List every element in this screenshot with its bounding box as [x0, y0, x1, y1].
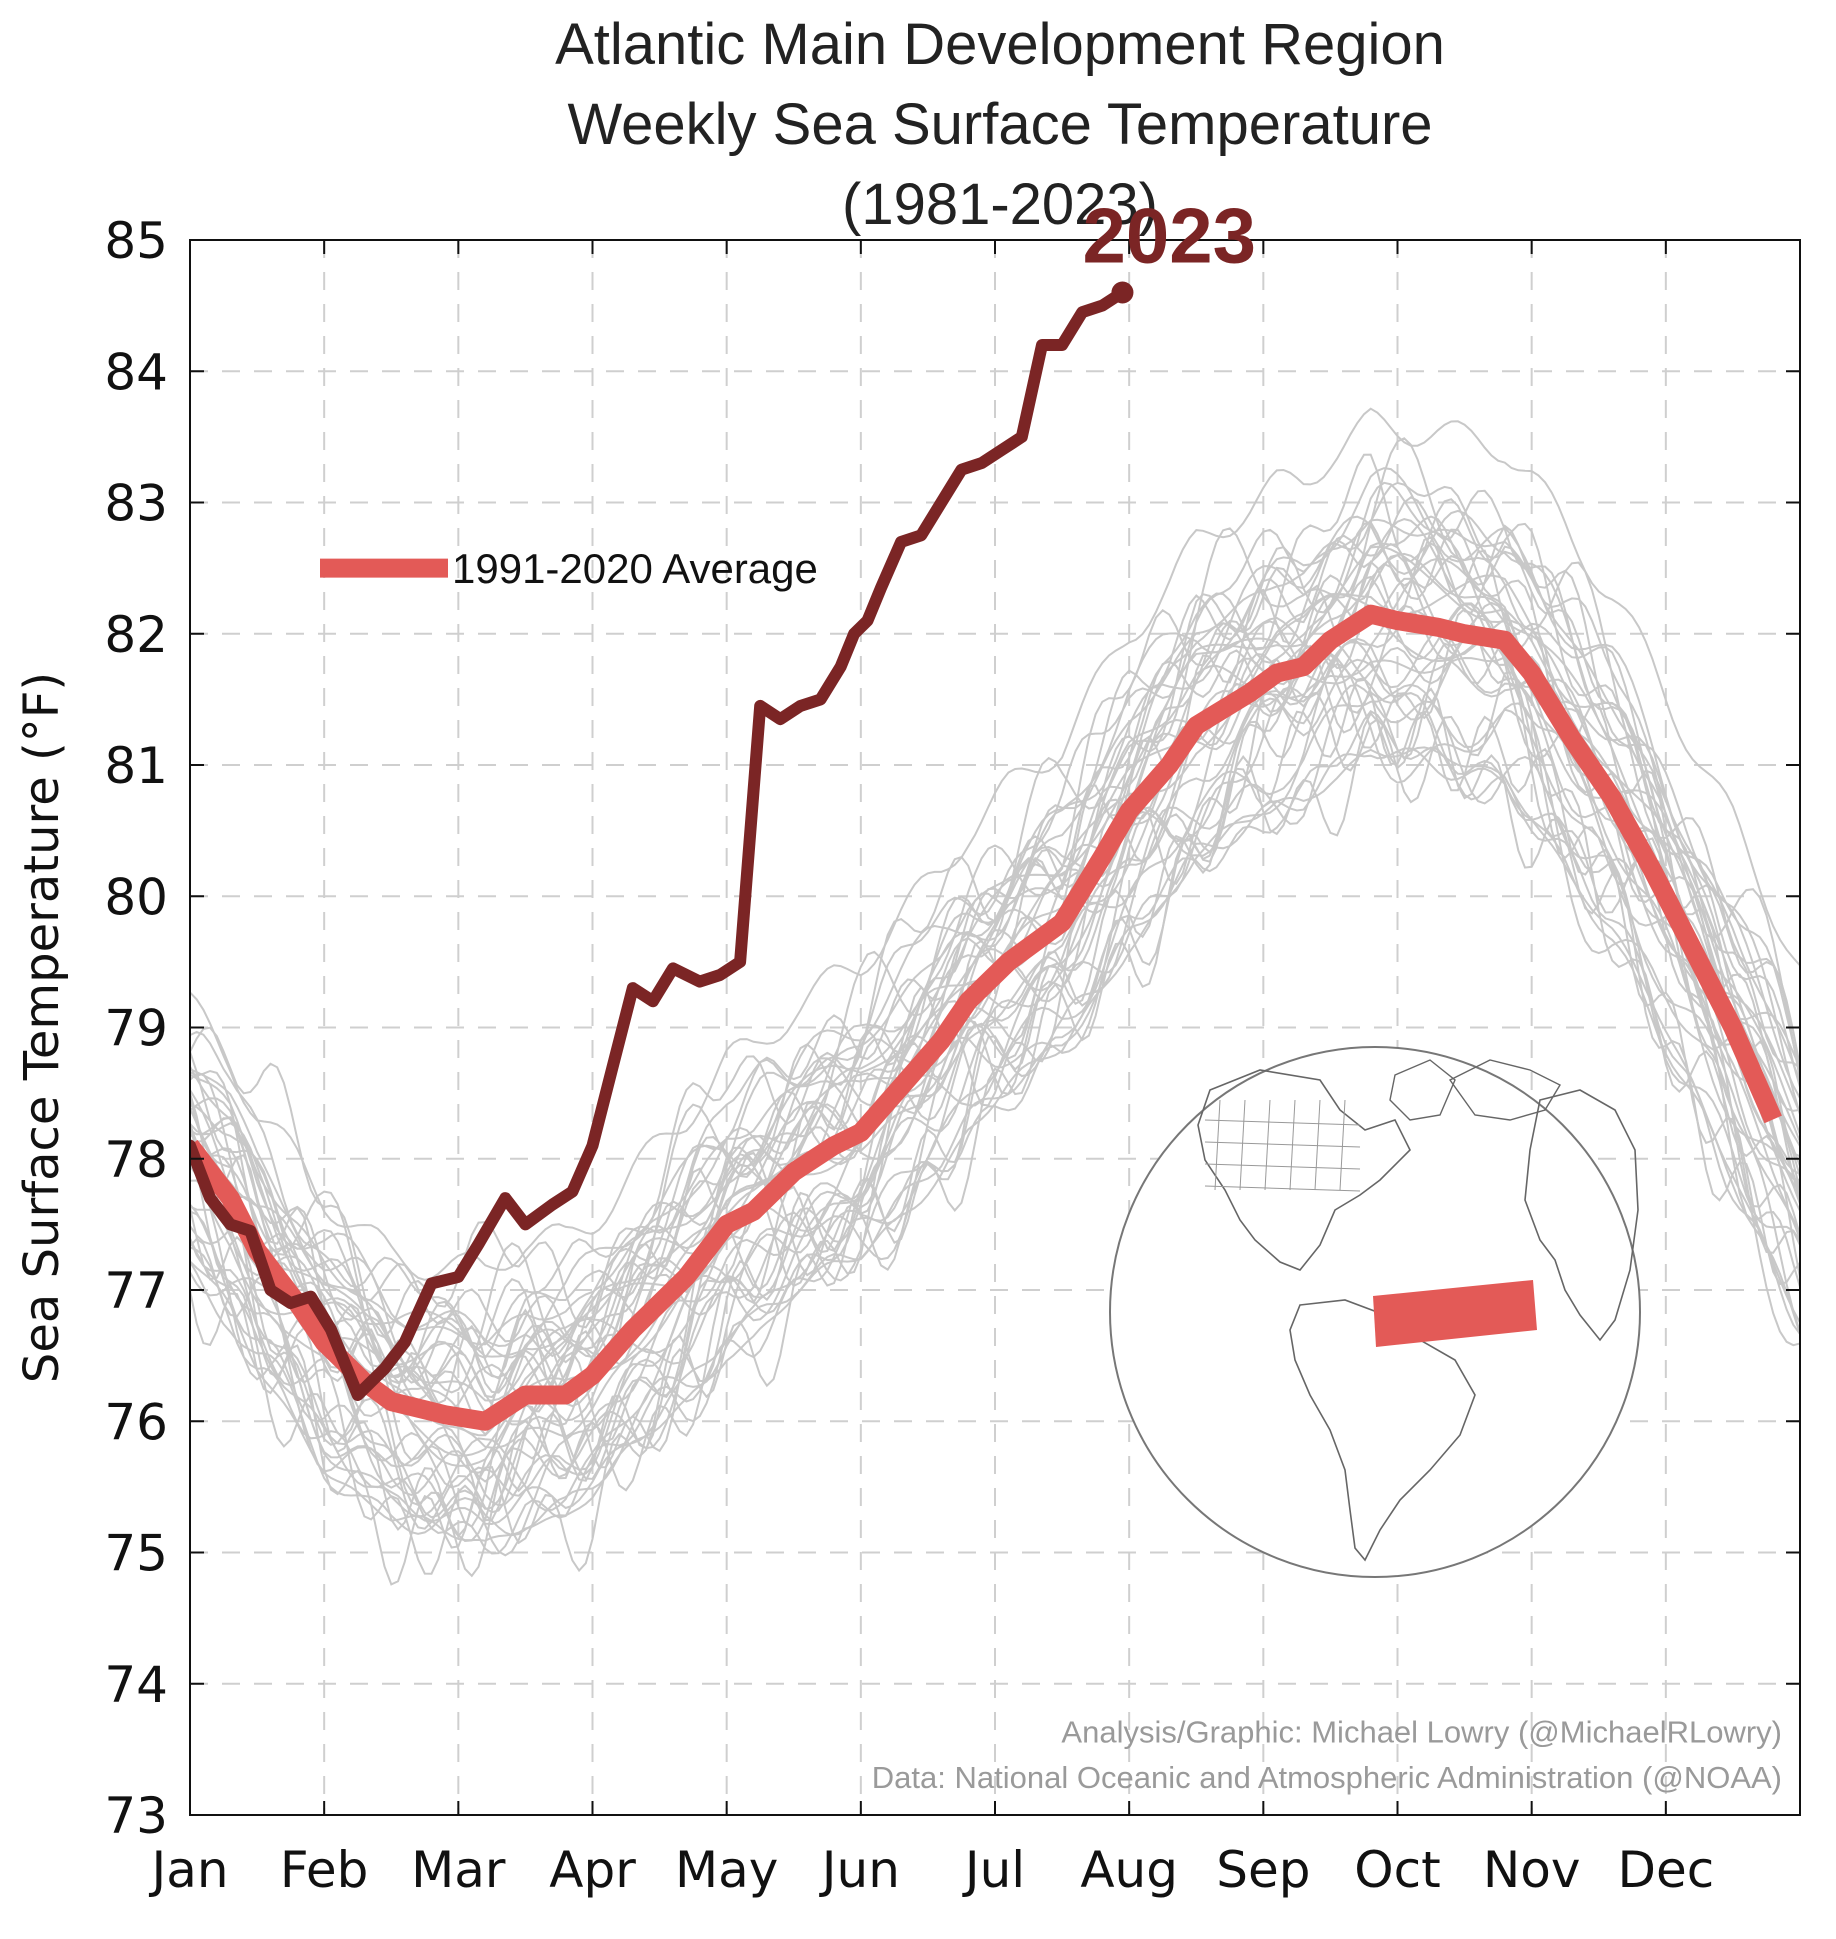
series-2023-line: [190, 286, 1129, 1401]
historical-year-line: [190, 636, 1800, 1497]
y-tick-label: 82: [104, 606, 168, 664]
y-axis-ticks: 73 74 75 76 77 78 79 80 81 82 83 84 85: [104, 212, 1800, 1845]
legend: 1991-2020 Average: [320, 545, 818, 592]
historical-year-line: [190, 407, 1800, 1281]
y-tick-label: 78: [104, 1131, 168, 1189]
y-tick-label: 85: [104, 212, 168, 270]
state-border: [1204, 1119, 1361, 1126]
x-axis-ticks: Jan Feb Mar Apr May Jun Jul Aug Sep Oct Nov Dec: [148, 240, 1714, 1899]
historical-year-line: [190, 467, 1800, 1359]
x-tick-label: Jul: [962, 1841, 1025, 1899]
historical-year-line: [190, 481, 1800, 1360]
y-tick-label: 75: [104, 1525, 168, 1583]
europe-outline: [1448, 1059, 1561, 1121]
x-tick-label: Nov: [1483, 1841, 1581, 1899]
series-lines: [190, 281, 1782, 1431]
y-tick-label: 83: [104, 475, 168, 533]
state-border: [1204, 1163, 1361, 1170]
historical-year-line: [190, 518, 1800, 1426]
x-tick-label: Aug: [1080, 1841, 1178, 1899]
year-2023-label: 2023: [1082, 192, 1256, 280]
mdr-region-highlight: [1373, 1280, 1537, 1347]
historical-year-line: [190, 626, 1800, 1518]
historical-year-line: [190, 538, 1800, 1399]
y-tick-label: 79: [104, 1000, 168, 1058]
y-axis-label: Sea Surface Temperature (°F): [14, 672, 70, 1383]
title-line-1: Atlantic Main Development Region: [555, 12, 1445, 77]
historical-year-line: [190, 528, 1800, 1384]
historical-year-line: [190, 604, 1800, 1530]
x-tick-label: Dec: [1617, 1841, 1714, 1899]
state-border: [1204, 1185, 1361, 1192]
chart-title: Atlantic Main Development Region Weekly …: [555, 12, 1445, 237]
historical-year-line: [190, 684, 1800, 1543]
north-america-outline: [1197, 1069, 1411, 1271]
globe-inset: [1109, 1046, 1641, 1578]
historical-year-line: [190, 683, 1800, 1537]
historical-year-line: [190, 747, 1800, 1526]
title-line-3: (1981-2023): [842, 172, 1158, 237]
state-border: [1239, 1099, 1246, 1191]
y-tick-label: 84: [104, 343, 168, 401]
y-tick-label: 73: [104, 1787, 168, 1845]
historical-year-line: [190, 710, 1800, 1555]
y-tick-label: 77: [104, 1262, 168, 1320]
state-border: [1214, 1099, 1221, 1191]
x-tick-label: Apr: [549, 1841, 636, 1899]
state-border: [1264, 1099, 1271, 1191]
historical-year-line: [190, 607, 1800, 1578]
state-border: [1339, 1099, 1346, 1191]
greenland-outline: [1389, 1059, 1456, 1121]
title-line-2: Weekly Sea Surface Temperature: [567, 92, 1432, 157]
legend-label-average: 1991-2020 Average: [452, 545, 818, 592]
x-tick-label: Sep: [1216, 1841, 1310, 1899]
series-2023-endpoint: [1111, 281, 1134, 304]
x-tick-label: Jan: [148, 1841, 228, 1899]
state-border: [1204, 1141, 1361, 1148]
x-tick-label: Mar: [411, 1841, 506, 1899]
credits: Analysis/Graphic: Michael Lowry (@Michae…: [872, 1714, 1782, 1795]
series-average-line: [190, 604, 1782, 1431]
historical-year-line: [190, 630, 1800, 1507]
state-border: [1314, 1099, 1321, 1191]
historical-year-line: [190, 437, 1800, 1394]
y-tick-label: 81: [104, 737, 168, 795]
credit-data: Data: National Oceanic and Atmospheric A…: [872, 1760, 1782, 1795]
x-tick-label: May: [675, 1841, 778, 1899]
credit-analysis: Analysis/Graphic: Michael Lowry (@Michae…: [1061, 1714, 1782, 1749]
x-tick-label: Feb: [280, 1841, 369, 1899]
grid: [190, 240, 1800, 1815]
y-tick-label: 74: [104, 1656, 168, 1714]
y-tick-label: 80: [104, 868, 168, 926]
y-tick-label: 76: [104, 1393, 168, 1451]
historical-year-line: [190, 545, 1800, 1358]
x-tick-label: Jun: [819, 1841, 900, 1899]
africa-outline: [1524, 1089, 1639, 1342]
x-tick-label: Oct: [1354, 1841, 1440, 1899]
